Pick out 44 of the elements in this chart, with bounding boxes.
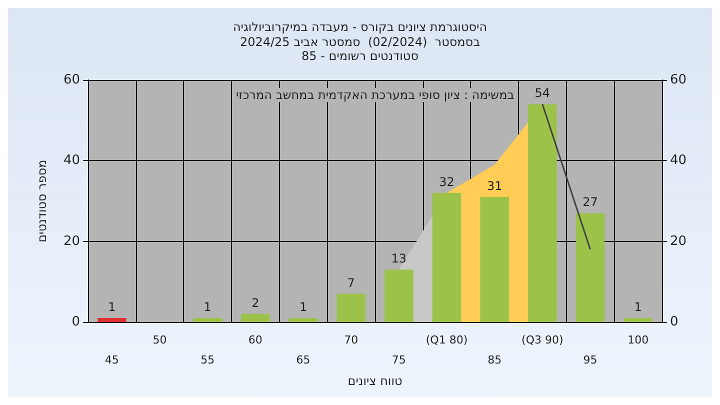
data-label: 54 bbox=[534, 86, 550, 100]
x-tick-label: 85 bbox=[488, 354, 502, 366]
bar bbox=[241, 314, 270, 322]
bar bbox=[624, 318, 652, 322]
x-tick-label: 60 bbox=[248, 334, 262, 346]
data-label: 32 bbox=[439, 174, 454, 189]
y2-tick-label: 0 bbox=[670, 314, 678, 330]
x-tick-label: (Q1 80) bbox=[426, 334, 468, 346]
data-label: 1 bbox=[204, 300, 212, 314]
bar bbox=[480, 196, 509, 322]
annotation: במשימה : ציון סופי במערכת האקדמית במחשב המרכזי bbox=[236, 88, 514, 102]
data-label: 1 bbox=[299, 300, 308, 314]
bar bbox=[576, 213, 605, 322]
bar bbox=[288, 318, 318, 322]
bar bbox=[98, 318, 126, 322]
y-tick-label: 60 bbox=[63, 72, 80, 88]
data-label: 27 bbox=[582, 195, 598, 210]
bar bbox=[193, 318, 222, 322]
bar bbox=[336, 294, 366, 322]
chart-title: היסטוגרמת ציונים בקורס - מעבדה במיקרוביולוגיה bbox=[232, 20, 488, 34]
x-tick-label: (Q3 90) bbox=[522, 334, 564, 346]
data-label: 13 bbox=[391, 252, 407, 266]
data-label: 1 bbox=[108, 300, 116, 314]
y-tick-label: 40 bbox=[63, 153, 80, 168]
x-tick-label: 70 bbox=[344, 334, 358, 346]
data-label: 7 bbox=[347, 276, 355, 290]
x-tick-label: 50 bbox=[152, 334, 167, 346]
data-label: 31 bbox=[486, 178, 502, 193]
x-tick-label: 45 bbox=[104, 354, 119, 366]
y2-tick-label: 60 bbox=[670, 72, 687, 88]
y-axis-title: מספר סטודנטים bbox=[35, 160, 49, 242]
x-tick-label: 100 bbox=[628, 334, 649, 346]
x-tick-label: 95 bbox=[583, 354, 598, 366]
data-label: 2 bbox=[252, 296, 260, 310]
y-tick-label: 20 bbox=[63, 234, 80, 249]
x-tick-label: 75 bbox=[392, 354, 406, 366]
x-tick-label: 55 bbox=[200, 354, 215, 366]
y2-tick-label: 40 bbox=[670, 153, 687, 168]
chart-subtitle: בסמסטר (02/2024) סמסטר אביב 2024/25 סטודנטים רשומים - 85 bbox=[240, 35, 480, 63]
y-tick-label: 0 bbox=[72, 314, 80, 330]
y2-tick-label: 20 bbox=[670, 234, 687, 249]
x-axis-title: טווח ציונים bbox=[348, 374, 402, 388]
data-label: 1 bbox=[634, 300, 642, 314]
x-tick-label: 65 bbox=[296, 354, 310, 366]
